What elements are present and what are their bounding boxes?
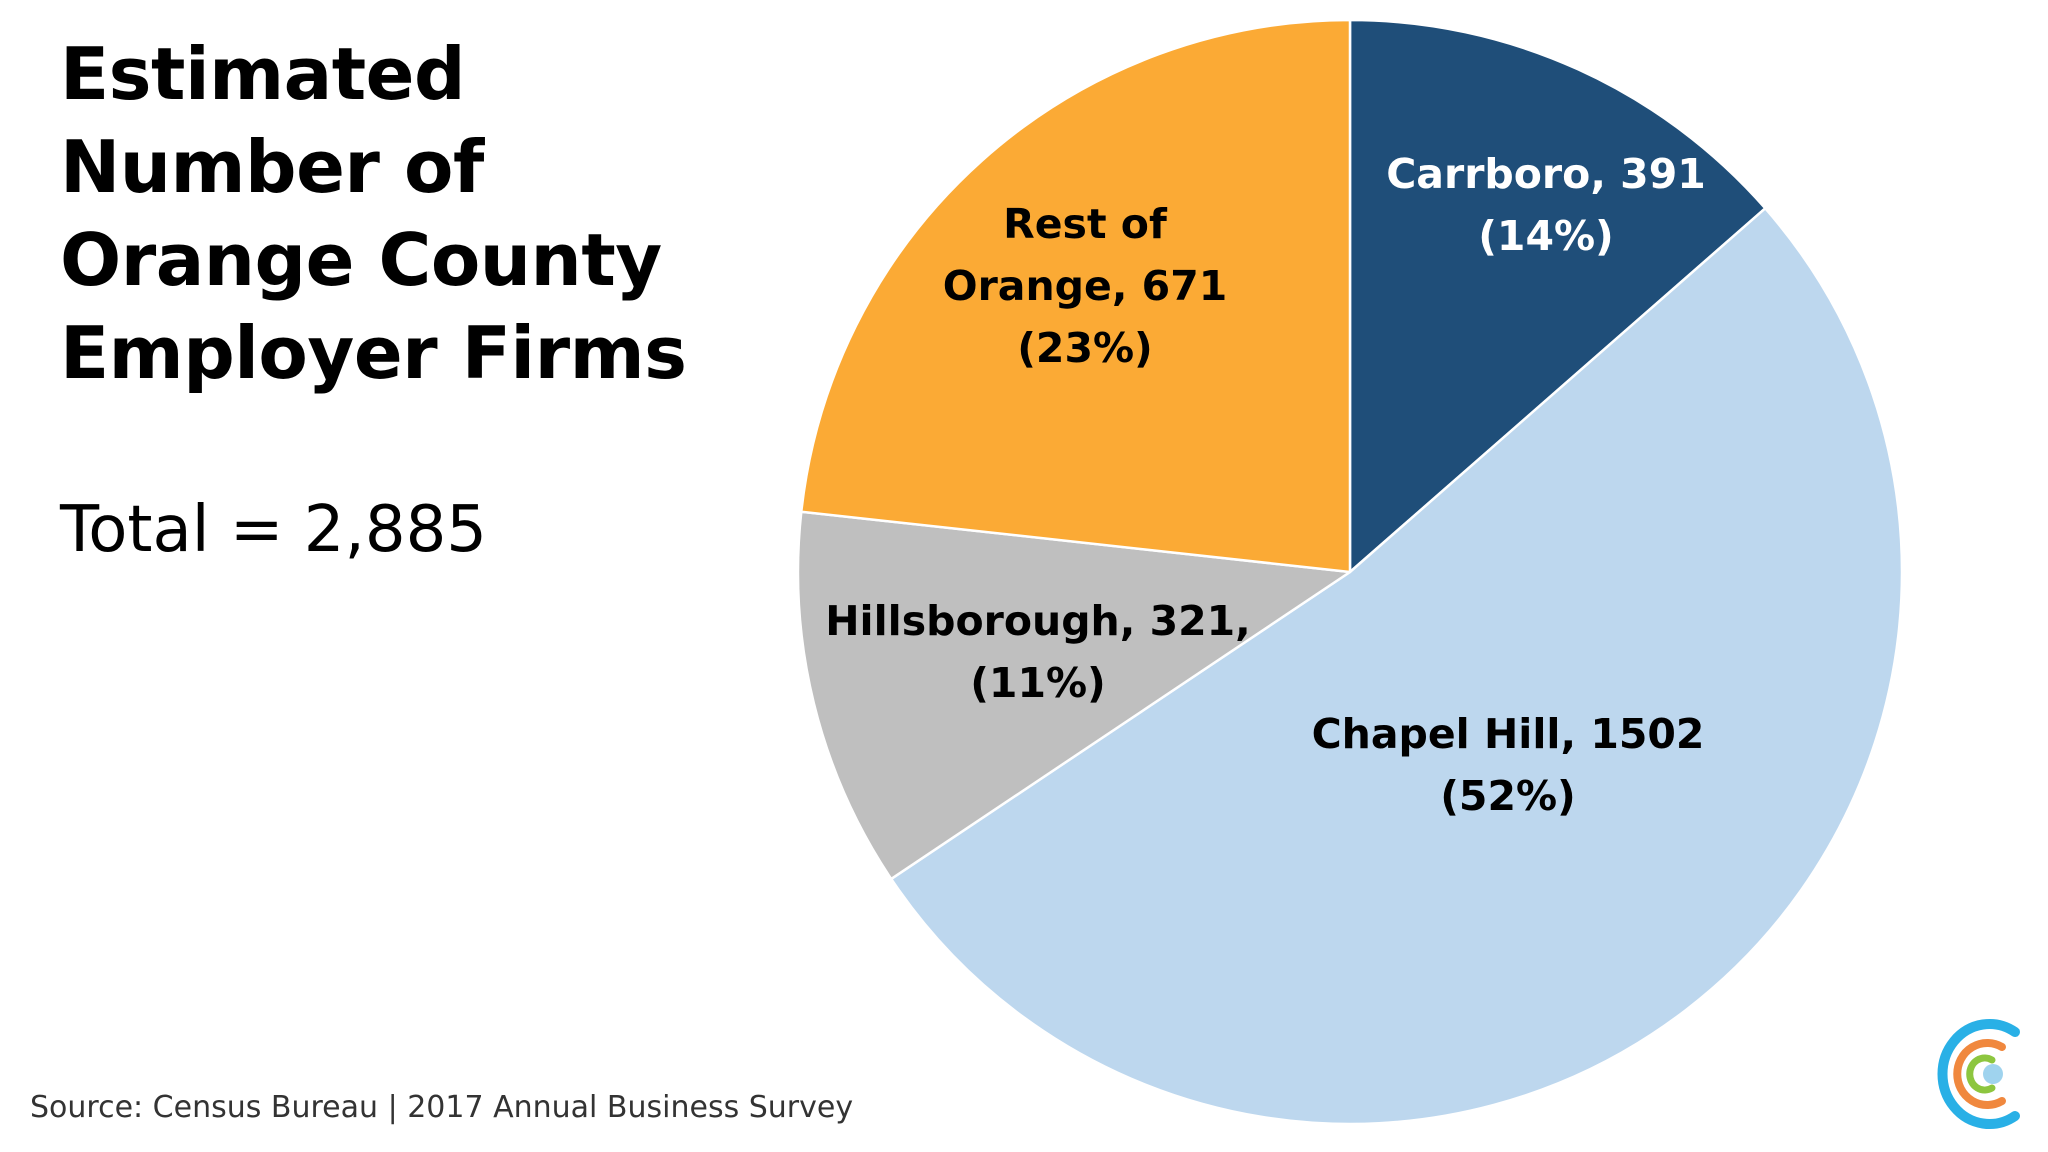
slide-title: Estimated Number of Orange County Employ… — [60, 28, 687, 400]
pie-slice-hillsborough — [796, 510, 1352, 881]
pie-labels: Carrboro, 391 (14%) Chapel Hill, 1502 (52%)… — [825, 150, 1706, 820]
title-line-3: Orange County — [60, 218, 662, 302]
slice-label-line: (11%) — [970, 659, 1106, 707]
slice-label-hillsborough: Hillsborough, 321, (11%) — [825, 597, 1251, 707]
title-line-2: Number of — [60, 125, 484, 209]
slice-label-line: (14%) — [1478, 212, 1614, 260]
pie-slices — [796, 18, 1904, 1126]
slice-label-line: Orange, 671 — [943, 262, 1228, 310]
slice-label-line: Chapel Hill, 1502 — [1312, 710, 1705, 758]
slice-label-line: Hillsborough, 321, — [825, 597, 1251, 645]
concentric-c-logo-icon — [1937, 1019, 2020, 1129]
slice-label-carrboro: Carrboro, 391 (14%) — [1386, 150, 1706, 260]
title-line-4: Employer Firms — [60, 311, 687, 395]
slice-label-line: (52%) — [1440, 772, 1576, 820]
source-note: Source: Census Bureau | 2017 Annual Busi… — [30, 1090, 854, 1125]
slice-label-line: Rest of — [1003, 200, 1168, 248]
slice-label-chapel-hill: Chapel Hill, 1502 (52%) — [1312, 710, 1705, 820]
total-label: Total = 2,885 — [60, 493, 487, 567]
title-line-1: Estimated — [60, 32, 466, 116]
pie-slice-rest-of-orange — [800, 18, 1352, 574]
slice-label-rest-of-orange: Rest of Orange, 671 (23%) — [943, 200, 1228, 372]
pie-slice-carrboro — [1348, 18, 1767, 574]
slice-label-line: Carrboro, 391 — [1386, 150, 1706, 198]
pie-slice-chapel-hill — [889, 207, 1904, 1126]
slice-label-line: (23%) — [1017, 324, 1153, 372]
